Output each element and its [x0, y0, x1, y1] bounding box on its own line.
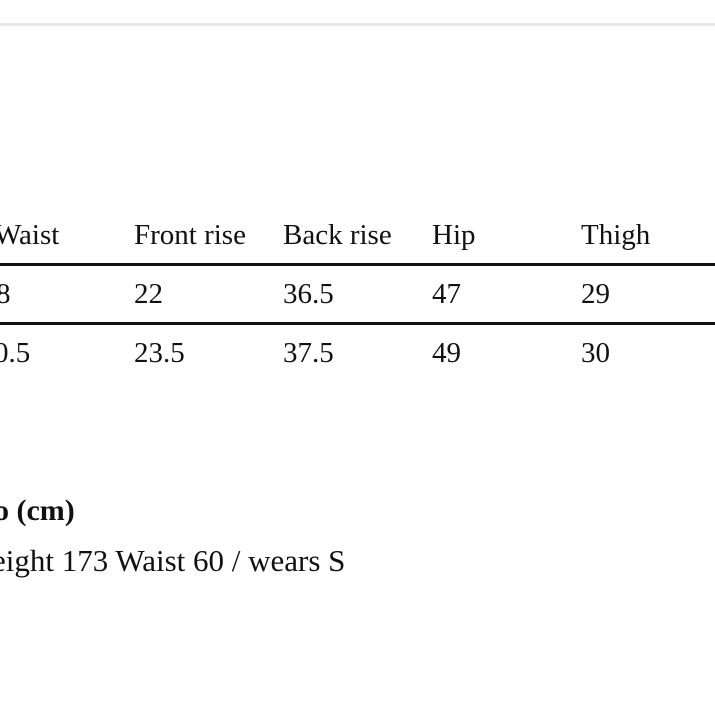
header-rule	[0, 263, 715, 266]
table-cell: 22	[134, 278, 163, 310]
header-cell: Back rise	[283, 219, 392, 251]
table-cell: 49	[432, 337, 461, 369]
table-cell: 36.5	[283, 278, 334, 310]
table-cell: 8	[0, 278, 11, 310]
header-cell: Hip	[432, 219, 476, 251]
table-cell: 30	[581, 337, 610, 369]
row-rule	[0, 322, 715, 325]
table-cell: 23.5	[134, 337, 185, 369]
table-cell: 29	[581, 278, 610, 310]
header-cell: Front rise	[134, 219, 246, 251]
table-cell: 47	[432, 278, 461, 310]
header-cell: Thigh	[581, 219, 651, 251]
top-divider	[0, 23, 715, 26]
info-title: o (cm)	[0, 494, 75, 527]
table-cell: 0.5	[0, 337, 31, 369]
table-cell: 37.5	[283, 337, 334, 369]
header-cell: Waist	[0, 219, 60, 251]
info-text: eight 173 Waist 60 / wears S	[0, 543, 346, 578]
